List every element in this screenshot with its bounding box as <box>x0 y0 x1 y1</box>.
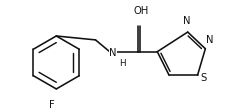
Text: OH: OH <box>134 6 149 16</box>
Text: N: N <box>109 47 117 57</box>
Text: N: N <box>205 35 213 45</box>
Text: F: F <box>49 99 55 109</box>
Text: H: H <box>119 58 126 67</box>
Text: N: N <box>183 16 191 26</box>
Text: S: S <box>200 73 206 82</box>
